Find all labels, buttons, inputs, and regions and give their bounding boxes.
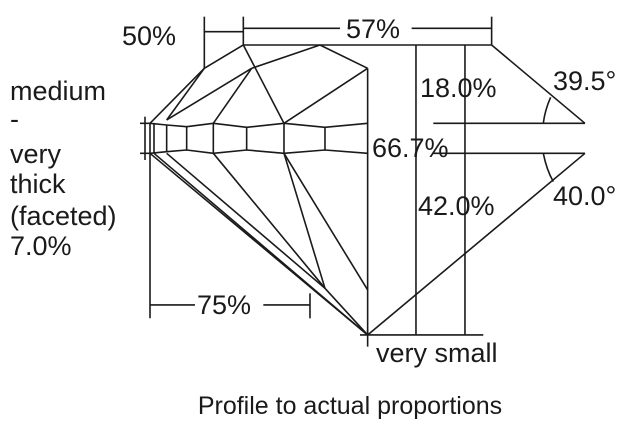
girdle-bottom: [149, 149, 368, 155]
pavilion-depth-label: 42.0%: [418, 191, 495, 221]
crown-angle-label: 39.5°: [553, 66, 616, 96]
lower-half-label: 75%: [197, 290, 251, 320]
girdle-label-line: thick: [10, 169, 66, 199]
crown-height-label: 18.0%: [420, 73, 497, 103]
girdle-label-line: medium: [10, 76, 106, 106]
girdle-label-line: 7.0%: [10, 231, 72, 261]
pavilion-angle-label: 40.0°: [553, 181, 616, 211]
caption: Profile to actual proportions: [198, 392, 502, 420]
crown-angle-arc: [542, 96, 552, 124]
girdle-top: [149, 122, 368, 129]
girdle-label-line: -: [10, 104, 19, 134]
girdle-label-line: very: [10, 139, 62, 169]
girdle-label-line: (faceted): [10, 201, 117, 231]
diamond-outline: [140, 16, 586, 347]
crown-half-label: 50%: [122, 21, 176, 51]
total-depth-label: 66.7%: [372, 133, 449, 163]
culet-label: very small: [376, 338, 498, 368]
table-label: 57%: [346, 14, 400, 44]
pavilion-angle-arc: [542, 153, 554, 183]
pavilion-outline: [367, 152, 586, 336]
